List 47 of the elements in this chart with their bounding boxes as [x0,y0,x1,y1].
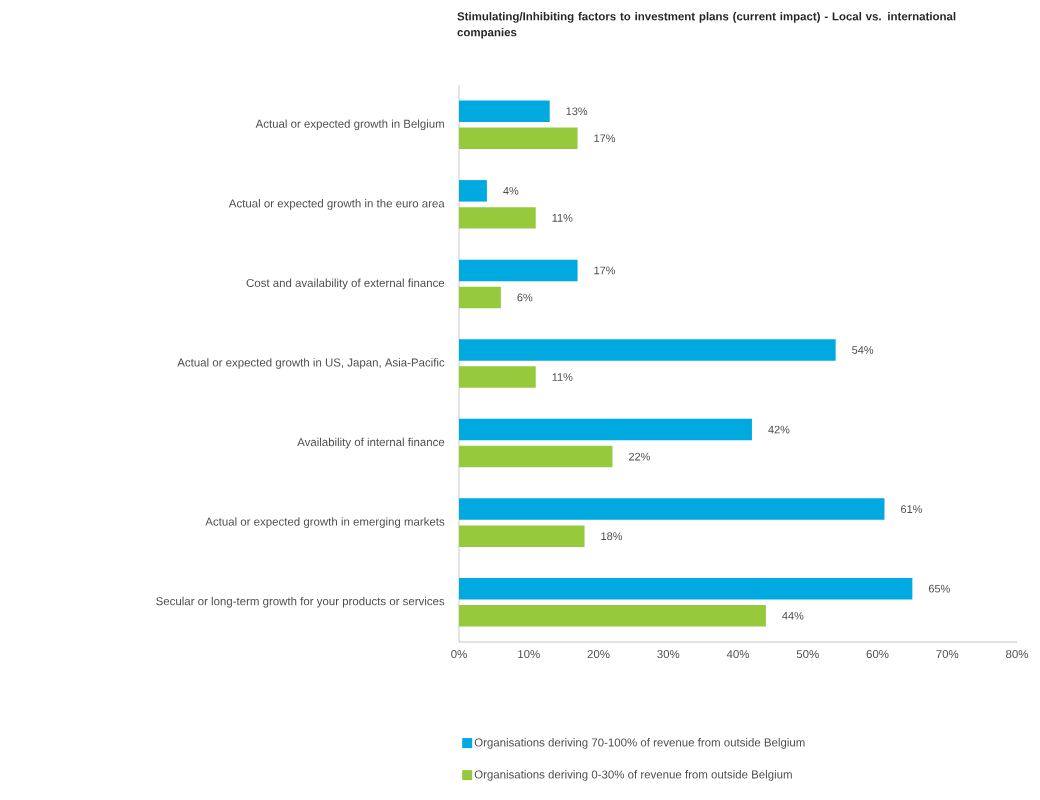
y-tick-label: Actual or expected growth in Belgium [255,119,444,131]
bar [459,525,585,547]
x-tick-label: 50% [796,650,819,659]
bar [459,286,501,309]
y-tick-label: Actual or expected growth in US, Japan, Asia-Pacific [177,358,445,369]
x-tick-label: 10% [518,650,540,659]
legend-label: Organisations deriving 70-100% of revenue from outside Belgium [474,738,805,749]
bar [459,339,836,361]
data-label: 44% [782,611,804,620]
data-label: 17% [594,134,616,143]
data-label: 11% [552,373,573,381]
chart-title: Stimulating/Inhibiting factors to investment plans (current impact) - Local vs. international companies [457,12,956,39]
data-label: 42% [768,425,790,434]
x-tick-label: 40% [726,650,750,659]
bar [459,127,578,150]
y-tick-label: Actual or expected growth in emerging markets [205,517,445,528]
data-label: 13% [566,107,588,116]
y-tick-label: Secular or long-term growth for your products or services [156,596,445,608]
data-label: 61% [901,505,923,513]
y-tick-label: Actual or expected growth in the euro area [228,199,445,210]
x-tick-label: 70% [936,650,959,659]
data-label: 65% [928,584,950,593]
bar [459,100,550,122]
data-label: 54% [852,346,874,354]
bar [459,577,913,600]
bar [459,418,752,441]
bar [459,366,536,388]
bar [459,180,487,202]
data-label: 6% [517,293,533,302]
x-tick-label: 20% [587,650,610,659]
y-tick-label: Cost and availability of external finance [246,278,445,290]
data-label: 18% [601,532,623,541]
bar [459,604,766,627]
x-tick-label: 0% [451,650,467,659]
bar [459,445,613,468]
data-label: 17% [594,266,616,275]
bar [459,259,578,282]
bar [459,498,885,520]
data-label: 11% [552,214,573,222]
legend-label: Organisations deriving 0-30% of revenue from outside Belgium [474,770,792,781]
x-tick-label: 80% [1006,650,1029,659]
bar [459,207,536,229]
data-label: 22% [629,452,650,461]
data-label: 4% [503,187,519,195]
x-tick-label: 30% [657,650,680,659]
x-tick-label: 60% [866,650,889,659]
y-tick-label: Availability of internal finance [297,437,445,449]
